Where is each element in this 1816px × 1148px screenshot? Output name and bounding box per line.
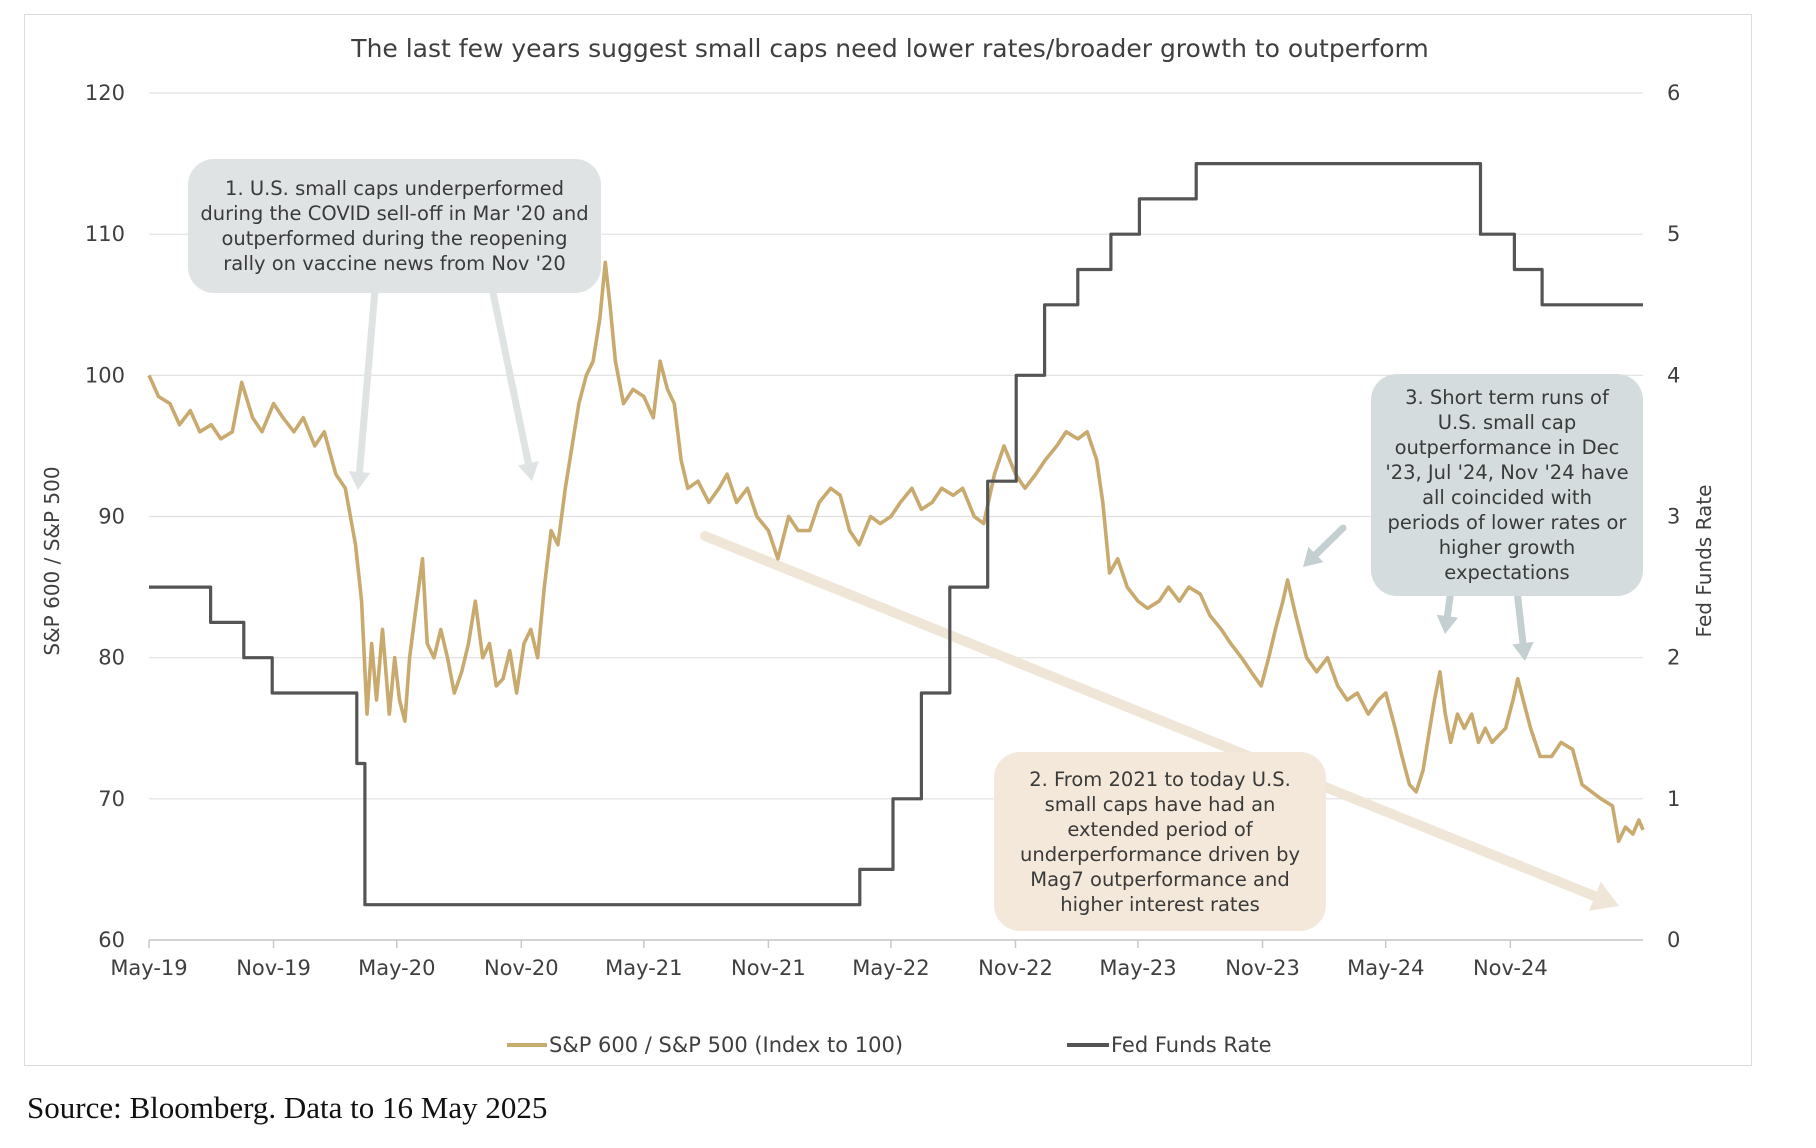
trend-arrow xyxy=(700,531,1619,911)
y-tick-label: 70 xyxy=(98,787,125,811)
x-tick-label: May-23 xyxy=(1099,956,1176,980)
pointer-arrow-vaccine xyxy=(486,274,539,481)
x-tick-label: May-24 xyxy=(1347,956,1424,980)
arrow-head xyxy=(1303,546,1324,567)
x-tick-label: May-22 xyxy=(852,956,929,980)
x-tick-label: May-19 xyxy=(110,956,187,980)
arrow-shaft xyxy=(486,274,532,467)
callout-underperformance-text: 2. From 2021 to today U.S. small caps ha… xyxy=(1019,767,1301,916)
axes: 60 70 80 90 100 110 120 0 1 2 3 4 5 6 May-19 Nov-19 May-… xyxy=(85,81,1680,980)
pointer-arrow-covid xyxy=(348,274,380,490)
legend-label-ratio: S&P 600 / S&P 500 (Index to 100) xyxy=(549,1033,903,1057)
y-tick-label: 120 xyxy=(85,81,125,105)
arrow-head xyxy=(517,461,539,481)
x-tick-label: Nov-19 xyxy=(236,956,311,980)
legend-label-fed: Fed Funds Rate xyxy=(1111,1033,1272,1057)
chart-title: The last few years suggest small caps ne… xyxy=(350,34,1428,63)
y2-tick-label: 0 xyxy=(1667,928,1680,952)
arrow-head xyxy=(1512,641,1534,661)
y-axis-title: S&P 600 / S&P 500 xyxy=(40,466,64,655)
series-lines xyxy=(147,162,1645,907)
x-tick-label: May-21 xyxy=(605,956,682,980)
callout-short-runs: 3. Short term runs of U.S. small cap out… xyxy=(1371,374,1643,596)
y-tick-label: 100 xyxy=(85,363,125,387)
chart-svg: The last few years suggest small caps ne… xyxy=(40,34,1716,1057)
arrow-head xyxy=(1589,881,1619,911)
chart-frame: The last few years suggest small caps ne… xyxy=(24,14,1752,1066)
x-tick-label: Nov-23 xyxy=(1225,956,1300,980)
x-tick-label: Nov-20 xyxy=(484,956,559,980)
x-tick-label: May-20 xyxy=(358,956,435,980)
y-tick-label: 90 xyxy=(98,505,125,529)
y2-tick-label: 3 xyxy=(1667,505,1680,529)
y-tick-label: 110 xyxy=(85,222,125,246)
y-tick-label: 80 xyxy=(98,646,125,670)
x-tick-label: Nov-22 xyxy=(978,956,1053,980)
y2-tick-label: 1 xyxy=(1667,787,1680,811)
arrow-shaft xyxy=(1312,524,1347,558)
source-note: Source: Bloomberg. Data to 16 May 2025 xyxy=(27,1090,548,1125)
pointer-arrow-dec23 xyxy=(1303,524,1347,567)
annotation-arrows xyxy=(348,274,1619,911)
callout-underperformance: 2. From 2021 to today U.S. small caps ha… xyxy=(994,752,1326,931)
y2-tick-label: 4 xyxy=(1667,363,1680,387)
arrow-shaft xyxy=(356,274,380,476)
y-tick-label: 60 xyxy=(98,928,125,952)
arrow-shaft xyxy=(700,531,1600,902)
y2-axis-title: Fed Funds Rate xyxy=(1692,485,1716,638)
arrow-head xyxy=(348,471,371,490)
x-tick-label: Nov-24 xyxy=(1473,956,1548,980)
arrow-head xyxy=(1436,614,1459,634)
x-tick-label: Nov-21 xyxy=(731,956,806,980)
callout-short-runs-text: 3. Short term runs of U.S. small cap out… xyxy=(1385,386,1629,584)
fed-funds-line xyxy=(149,162,1643,907)
y2-tick-label: 2 xyxy=(1667,646,1680,670)
callout-covid-text: 1. U.S. small caps underperformed during… xyxy=(200,177,589,275)
ratio-line xyxy=(147,260,1645,843)
y2-tick-label: 5 xyxy=(1667,222,1680,246)
legend: S&P 600 / S&P 500 (Index to 100) Fed Fun… xyxy=(507,1033,1272,1057)
y2-tick-label: 6 xyxy=(1667,81,1680,105)
callout-covid: 1. U.S. small caps underperformed during… xyxy=(188,159,601,293)
